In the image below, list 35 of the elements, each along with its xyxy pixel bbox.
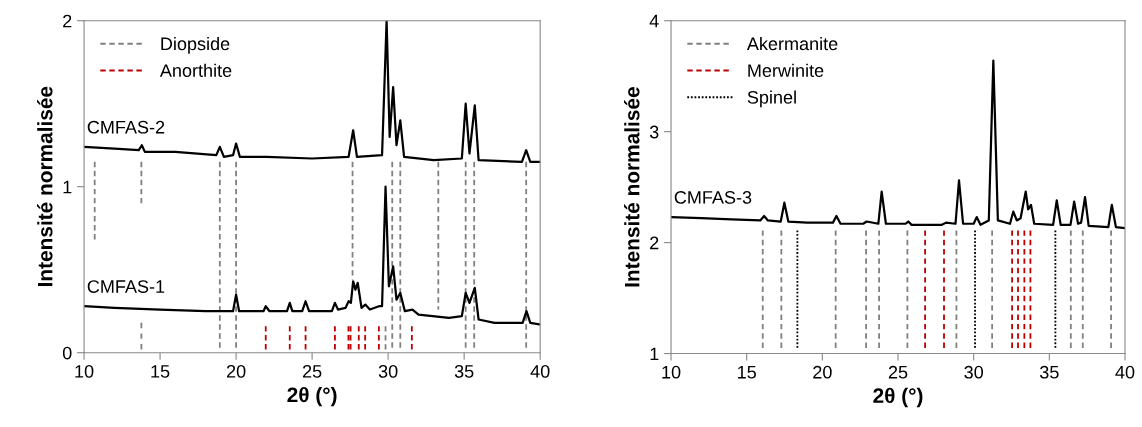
x-tick-label: 35 <box>454 364 474 378</box>
line-series <box>84 185 541 326</box>
x-tick-label: 20 <box>226 364 246 378</box>
x-axis-title: 2θ (°) <box>873 387 923 408</box>
y-axis-title: Intensité normalisée <box>37 86 53 287</box>
line-series <box>671 59 1125 230</box>
x-tick-label: 10 <box>75 364 94 378</box>
x-tick-label: 25 <box>302 364 322 378</box>
x-tick-label: 20 <box>813 365 832 379</box>
legend-label: Spinel <box>747 90 796 108</box>
y-tick-label: 3 <box>649 125 659 139</box>
y-tick-label: 4 <box>649 14 659 28</box>
y-tick-label: 0 <box>62 346 72 360</box>
x-tick-label: 10 <box>662 365 681 379</box>
series-label: CMFAS-2 <box>87 120 165 134</box>
x-axis-title: 2θ (°) <box>287 386 337 407</box>
y-axis-title: Intensité normalisée <box>624 87 640 287</box>
legend-label: Diopside <box>161 36 230 54</box>
x-tick-label: 25 <box>888 365 908 379</box>
y-tick-label: 1 <box>650 347 659 361</box>
legend-label: Anorthite <box>159 63 232 77</box>
y-tick-label: 1 <box>63 180 72 194</box>
x-tick-label: 40 <box>1115 365 1135 379</box>
x-tick-label: 30 <box>378 364 398 378</box>
series-label: CMFAS-3 <box>674 191 752 204</box>
x-tick-label: 35 <box>1039 365 1059 379</box>
x-tick-label: 30 <box>964 365 984 379</box>
legend-label: Akermanite <box>746 36 838 51</box>
x-tick-label: 15 <box>151 365 170 378</box>
series-label: CMFAS-1 <box>87 280 165 293</box>
legend-label: Merwinite <box>748 63 824 77</box>
x-tick-label: 15 <box>738 366 756 379</box>
y-tick-label: 2 <box>650 236 659 250</box>
y-tick-label: 2 <box>63 14 72 28</box>
x-tick-label: 40 <box>530 364 550 378</box>
